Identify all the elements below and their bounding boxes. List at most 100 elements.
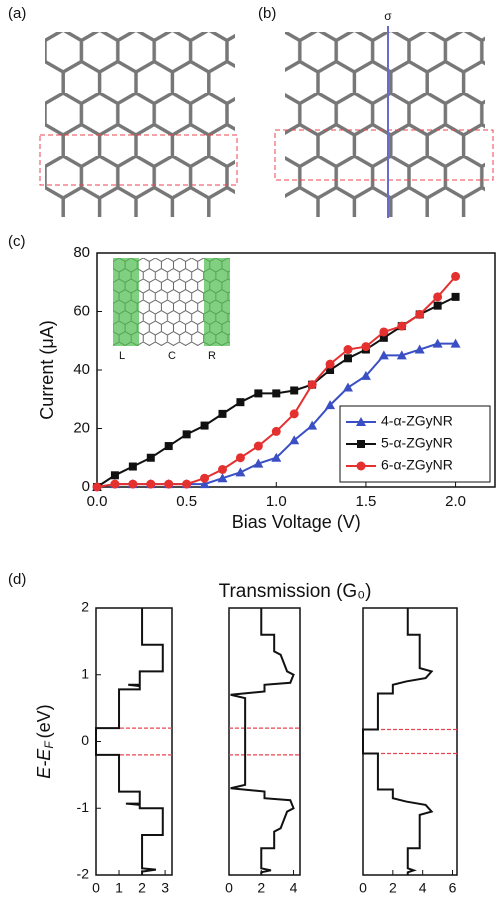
marker	[235, 467, 246, 477]
x-tick-label: 0.5	[176, 493, 197, 510]
marker	[272, 389, 281, 398]
inset	[113, 258, 230, 346]
lattice	[45, 32, 235, 217]
x-tick-label: 3	[161, 880, 169, 896]
marker	[164, 479, 174, 489]
marker	[326, 366, 335, 374]
marker	[414, 344, 425, 354]
marker	[200, 473, 210, 483]
marker	[271, 426, 281, 436]
marker	[253, 441, 263, 451]
legend-marker	[357, 440, 365, 448]
x-axis-label: Bias Voltage (V)	[232, 512, 361, 532]
marker	[451, 292, 460, 301]
marker	[271, 452, 282, 462]
marker	[164, 442, 173, 451]
y-label-unit: (eV)	[34, 704, 54, 738]
x-tick-label: 2	[138, 880, 146, 896]
marker	[92, 482, 102, 492]
x-tick-label: 2	[389, 880, 397, 896]
marker	[110, 471, 119, 480]
marker	[307, 380, 317, 390]
panel-label: (b)	[258, 5, 276, 22]
marker	[290, 386, 299, 395]
marker	[415, 309, 425, 319]
x-tick-label: 4	[290, 880, 298, 896]
marker	[450, 338, 461, 348]
marker	[128, 479, 138, 489]
panel-label: (a)	[8, 5, 26, 22]
legend-label: 5-α-ZGyNR	[381, 435, 453, 451]
y-axis-label: Current (μA)	[37, 320, 57, 419]
y-tick-label: 40	[73, 361, 90, 378]
marker	[307, 420, 318, 430]
marker	[379, 333, 388, 342]
panel-label: (d)	[8, 571, 26, 588]
marker	[182, 479, 192, 489]
marker	[236, 398, 245, 407]
lead	[204, 258, 230, 346]
marker	[325, 359, 335, 369]
y-tick-label: 80	[73, 244, 90, 261]
marker	[182, 430, 191, 439]
marker	[396, 350, 407, 360]
marker	[254, 389, 263, 398]
inset-label: L	[119, 350, 125, 362]
lead	[113, 258, 139, 346]
legend-label: 6-α-ZGyNR	[381, 457, 453, 473]
marker	[433, 301, 442, 310]
x-tick-label: 0	[359, 880, 367, 896]
marker	[379, 327, 389, 337]
x-tick-label: 0	[225, 880, 233, 896]
marker	[343, 345, 353, 355]
mirror-label: σ	[384, 9, 392, 23]
marker	[217, 473, 228, 483]
y-tick-label: 60	[73, 302, 90, 319]
marker	[342, 382, 353, 392]
marker	[378, 350, 389, 360]
legend-label: 4-α-ZGyNR	[381, 413, 453, 429]
unit-cell	[39, 134, 238, 186]
marker	[397, 321, 407, 331]
marker	[128, 462, 137, 471]
y-tick-label: 0	[82, 478, 90, 495]
y-tick-label: -2	[77, 866, 90, 882]
y-label-sub: F	[42, 741, 56, 749]
transmission-curve	[362, 608, 434, 875]
marker	[432, 338, 443, 348]
marker	[217, 464, 227, 474]
marker	[325, 400, 336, 410]
y-axis-label: E-EF (eV)	[34, 704, 56, 778]
y-tick-label: 2	[81, 599, 89, 615]
marker	[253, 458, 264, 468]
marker	[146, 479, 156, 489]
marker	[433, 292, 443, 302]
y-tick-label: 1	[81, 665, 89, 681]
marker	[451, 271, 461, 281]
x-tick-label: 2	[257, 880, 265, 896]
x-tick-label: 2.0	[445, 493, 466, 510]
x-tick-label: 1.5	[355, 493, 376, 510]
marker	[200, 421, 209, 430]
plot-frame	[362, 607, 458, 876]
transmission-curve	[230, 608, 295, 875]
y-tick-label: 20	[73, 419, 90, 436]
marker	[289, 409, 299, 419]
y-tick-label: 0	[81, 732, 89, 748]
x-tick-label: 6	[449, 880, 457, 896]
marker	[360, 370, 371, 380]
marker	[361, 342, 371, 352]
legend-marker	[356, 417, 366, 426]
chart-title: Transmission (G₀)	[219, 581, 372, 602]
marker	[146, 453, 155, 462]
marker	[343, 354, 352, 363]
x-tick-label: 1.0	[266, 493, 287, 510]
inset-label: C	[168, 350, 176, 362]
panel-label: (c)	[8, 233, 26, 250]
x-tick-label: 0.0	[87, 493, 108, 510]
transmission-curve	[95, 608, 164, 875]
x-tick-label: 0	[92, 880, 100, 896]
marker	[199, 479, 210, 489]
marker	[289, 435, 300, 445]
